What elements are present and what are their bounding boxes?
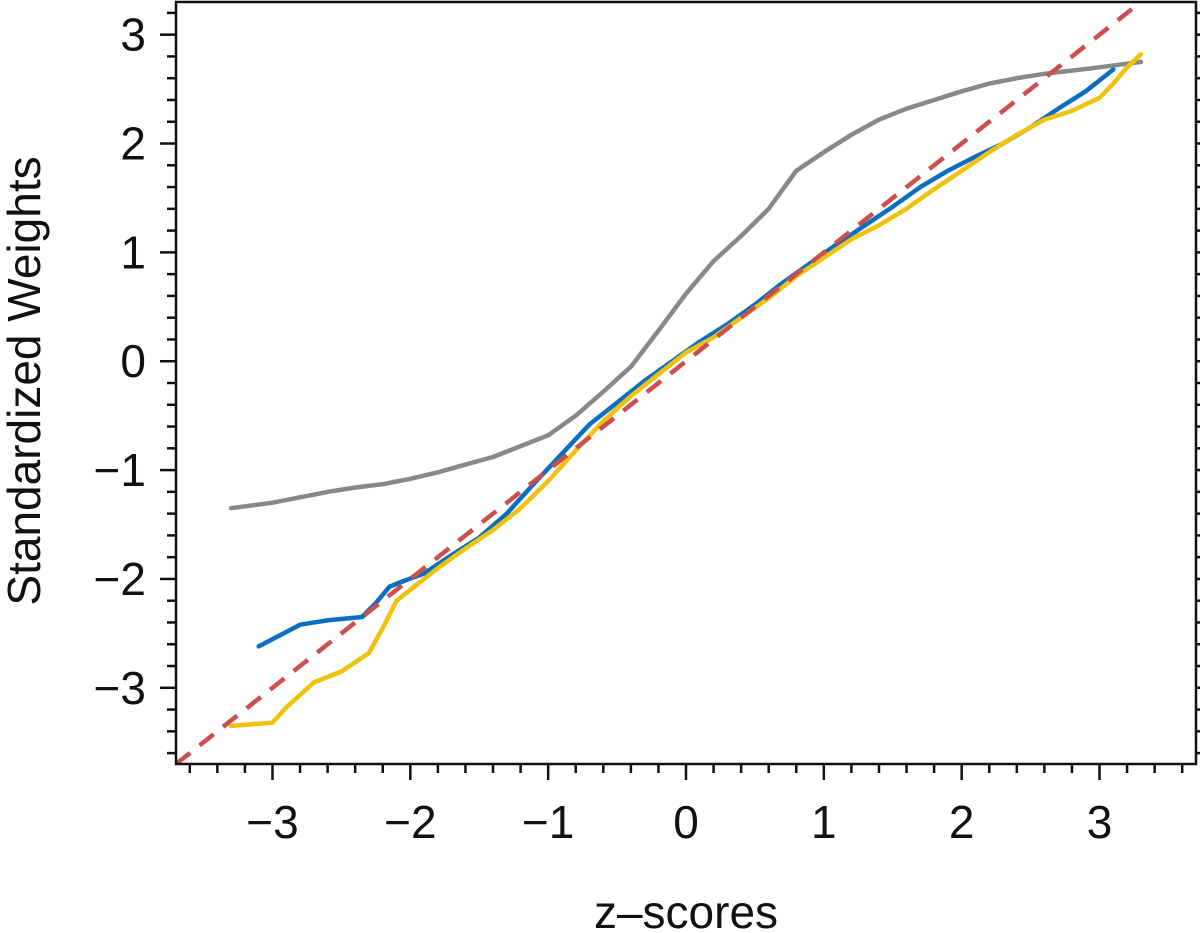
y-tick-label: −2 — [94, 553, 146, 605]
y-axis-label: Standardized Weights — [0, 156, 50, 605]
y-tick-label: −3 — [94, 662, 146, 714]
y-tick-label: 0 — [120, 335, 146, 387]
reference-line — [176, 2, 1143, 764]
y-tick-label: 1 — [120, 226, 146, 278]
x-axis: −3 −2 −1 0 1 2 3 — [188, 764, 1184, 848]
series-line-3 — [228, 52, 1144, 729]
x-tick-label: −1 — [522, 796, 574, 848]
x-tick-label: 1 — [811, 796, 837, 848]
series-group — [176, 2, 1144, 764]
y-tick-label: −1 — [94, 444, 146, 496]
x-tick-label: 0 — [673, 796, 699, 848]
y-tick-label: 3 — [120, 9, 146, 61]
y-tick-label: 2 — [120, 118, 146, 170]
y-axis: −3 −2 −1 0 1 2 3 — [94, 9, 1200, 755]
x-tick-label: 3 — [1087, 796, 1113, 848]
series-line-1 — [228, 59, 1144, 511]
x-tick-label: 2 — [949, 796, 975, 848]
x-tick-label: −2 — [384, 796, 436, 848]
x-tick-label: −3 — [246, 796, 298, 848]
x-axis-label: z–scores — [594, 886, 778, 933]
